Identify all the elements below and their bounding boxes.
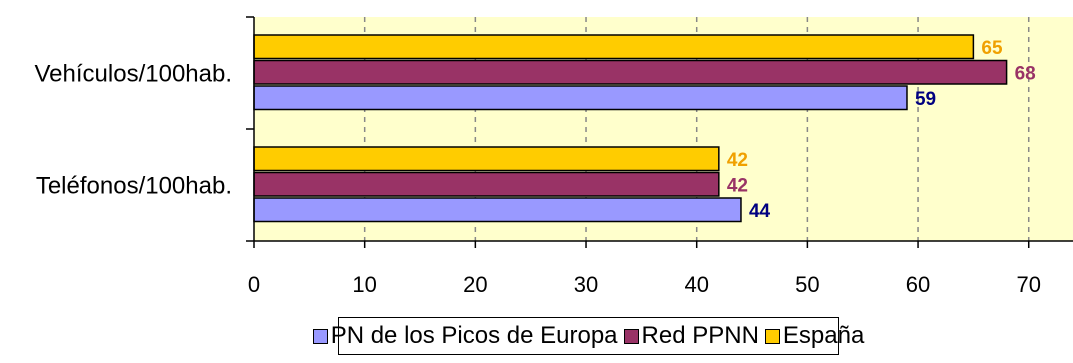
x-tick-label: 30 — [574, 272, 598, 297]
axes — [246, 16, 1073, 242]
bar — [253, 85, 908, 111]
category-label: Vehículos/100hab. — [35, 60, 233, 87]
x-tick-label: 0 — [248, 272, 260, 297]
x-tick-label: 10 — [352, 272, 376, 297]
bar — [253, 171, 720, 197]
legend-swatch — [312, 328, 328, 344]
bar — [253, 197, 742, 223]
data-label: 44 — [749, 201, 771, 222]
category-label: Teléfonos/100hab. — [36, 172, 232, 199]
bar — [253, 34, 975, 60]
x-tick-label: 70 — [1016, 272, 1040, 297]
bars — [253, 34, 1008, 223]
x-tick-label: 60 — [906, 272, 930, 297]
legend: PN de los Picos de Europa Red PPNN España — [312, 317, 864, 355]
bar — [253, 59, 1008, 85]
legend-label: PN de los Picos de Europa — [330, 322, 618, 349]
legend-swatch — [764, 328, 780, 344]
legend-item: Red PPNN — [623, 322, 759, 350]
x-tick-label: 20 — [463, 272, 487, 297]
x-tick-label: 50 — [795, 272, 819, 297]
data-label: 42 — [727, 175, 748, 196]
x-tick-labels: 0 10 20 30 40 50 60 70 — [248, 272, 1041, 297]
data-label: 42 — [727, 150, 748, 171]
data-label: 68 — [1015, 63, 1036, 84]
data-label: 59 — [915, 89, 936, 110]
data-label: 65 — [981, 38, 1003, 59]
legend-label: Red PPNN — [641, 322, 759, 349]
legend-label: España — [782, 322, 865, 349]
gridlines — [253, 17, 1030, 248]
x-tick-label: 40 — [684, 272, 708, 297]
legend-item: PN de los Picos de Europa — [312, 322, 618, 350]
legend-item: España — [764, 322, 865, 350]
bar — [253, 146, 720, 172]
category-labels: Vehículos/100hab. Teléfonos/100hab. — [35, 60, 233, 199]
legend-swatch — [623, 328, 639, 344]
